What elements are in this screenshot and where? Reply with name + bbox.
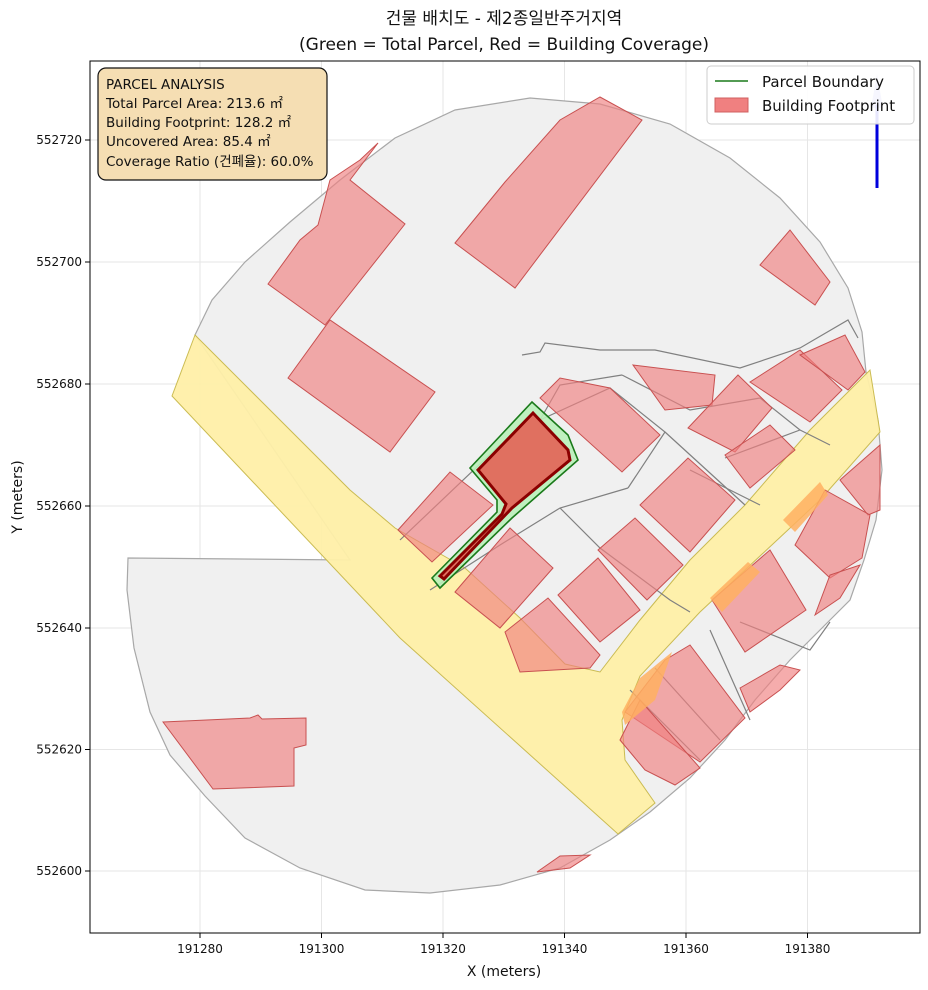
x-tick-label-1: 191300	[299, 942, 345, 956]
building-e-7	[813, 564, 862, 617]
lot-line-5	[429, 487, 629, 591]
building-e-4	[799, 334, 866, 391]
x-tick-label-0: 191280	[177, 942, 223, 956]
building-e-3	[749, 349, 843, 423]
y-tick-label-2: 552640	[36, 621, 82, 635]
x-axis: 191280 191300 191320 191340 191360 19138…	[177, 933, 830, 980]
x-tick-label-4: 191360	[663, 942, 709, 956]
building-e-1	[687, 374, 773, 453]
y-tick-label-0: 552600	[36, 864, 82, 878]
parcel-analysis-footprint: Building Footprint: 128.2 ㎡	[106, 115, 292, 131]
lot-line-7	[664, 431, 746, 506]
overlap-2	[710, 562, 760, 612]
legend-background	[706, 65, 915, 125]
y-axis: 552600 552620 552640 552660 552680 55270…	[10, 133, 90, 878]
building-c-5	[639, 457, 736, 553]
parcel-analysis-heading: PARCEL ANALYSIS	[106, 77, 225, 93]
lot-line-10	[709, 629, 751, 721]
overlap-1	[783, 482, 828, 532]
parcel-analysis-total: Total Parcel Area: 213.6 ㎡	[105, 96, 283, 112]
legend-parcel-label: Parcel Boundary	[762, 73, 884, 91]
x-tick-label-5: 191380	[785, 942, 831, 956]
lot-line-1	[521, 319, 859, 369]
x-axis-label: X (meters)	[467, 964, 541, 980]
road-overlaps	[622, 482, 828, 725]
building-s-3	[536, 854, 592, 873]
building-nw-2	[287, 319, 436, 453]
x-tick-label-2: 191320	[420, 942, 466, 956]
building-e-2	[724, 424, 796, 489]
building-c-4	[597, 517, 684, 601]
building-se-2	[739, 664, 801, 713]
y-axis-label: Y (meters)	[10, 460, 26, 534]
legend-building-label: Building Footprint	[762, 97, 895, 115]
axes-frame	[89, 60, 921, 934]
building-w-1	[397, 471, 494, 563]
x-tick-label-3: 191340	[542, 942, 588, 956]
parcel-analysis-uncovered: Uncovered Area: 85.4 ㎡	[106, 134, 271, 150]
legend-building-swatch	[714, 97, 749, 113]
building-e-5	[839, 443, 881, 516]
figure-title-line2: (Green = Total Parcel, Red = Building Co…	[299, 35, 709, 55]
building-sw-1	[162, 714, 307, 790]
figure-title-line1: 건물 배치도 - 제2종일반주거지역	[386, 9, 622, 29]
building-c-6	[539, 377, 661, 473]
parcel-analysis-background	[97, 67, 328, 181]
y-tick-label-5: 552700	[36, 255, 82, 269]
building-n-1	[454, 96, 643, 289]
y-tick-label-4: 552680	[36, 377, 82, 391]
y-tick-label-3: 552660	[36, 499, 82, 513]
parcel-analysis-ratio: Coverage Ratio (건폐율): 60.0%	[106, 154, 314, 170]
building-c-1	[454, 527, 554, 629]
y-tick-label-6: 552720	[36, 133, 82, 147]
building-c-2	[504, 597, 601, 673]
building-c-3	[557, 557, 641, 643]
building-nw-1	[267, 142, 406, 326]
y-tick-label-1: 552620	[36, 743, 82, 757]
target-building-footprint	[437, 410, 572, 581]
overlap-3	[622, 652, 672, 725]
building-ne-1	[759, 229, 831, 306]
legend: Parcel Boundary Building Footprint	[706, 65, 915, 125]
parcel-analysis-box: PARCEL ANALYSIS Total Parcel Area: 213.6…	[97, 67, 328, 181]
